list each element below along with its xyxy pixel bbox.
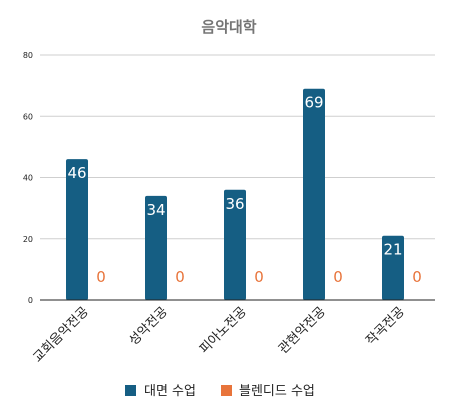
data-labels: 46 0 34 0 36 0 69 0 21 0 [67, 94, 421, 286]
x-tick-label: 피아노전공 [197, 304, 250, 357]
data-label-1-series-1: 46 [67, 164, 86, 182]
x-tick-label: 성악전공 [126, 304, 170, 348]
data-label-2-series-1: 34 [146, 201, 165, 219]
data-label-4-series-1: 69 [304, 94, 323, 112]
data-label-1-series-2: 0 [96, 268, 106, 286]
y-tick-label: 60 [23, 112, 33, 121]
data-label-2-series-2: 0 [175, 268, 185, 286]
bar-1-series-1 [66, 159, 88, 300]
y-tick-label: 0 [28, 296, 33, 305]
data-label-5-series-2: 0 [412, 268, 422, 286]
x-tick-label: 교회음악전공 [30, 304, 91, 365]
data-label-4-series-2: 0 [333, 268, 343, 286]
bar-2-series-1 [145, 195, 167, 300]
legend-label-2: 블렌디드 수업 [239, 384, 315, 399]
legend: 대면 수업 블렌디드 수업 [125, 384, 315, 399]
bars [66, 88, 404, 300]
data-label-5-series-1: 21 [383, 241, 402, 259]
x-tick-label: 작곡전공 [363, 304, 407, 348]
data-label-3-series-1: 36 [225, 195, 244, 213]
legend-label-1: 대면 수업 [144, 384, 196, 399]
bar-4-series-1 [303, 88, 325, 300]
bar-5-series-1 [382, 235, 404, 300]
x-axis: 교회음악전공 성악전공 피아노전공 관현악전공 작곡전공 [30, 304, 407, 365]
data-label-3-series-2: 0 [254, 268, 264, 286]
y-tick-label: 40 [23, 174, 33, 183]
bar-3-series-1 [224, 189, 246, 300]
y-tick-label: 20 [23, 235, 33, 244]
chart-title: 음악대학 [201, 18, 256, 36]
y-axis: 0 20 40 60 80 [23, 51, 33, 305]
legend-swatch-2 [221, 385, 232, 396]
x-tick-label: 관현악전공 [276, 304, 329, 357]
y-tick-label: 80 [23, 51, 33, 60]
legend-swatch-1 [125, 385, 136, 396]
